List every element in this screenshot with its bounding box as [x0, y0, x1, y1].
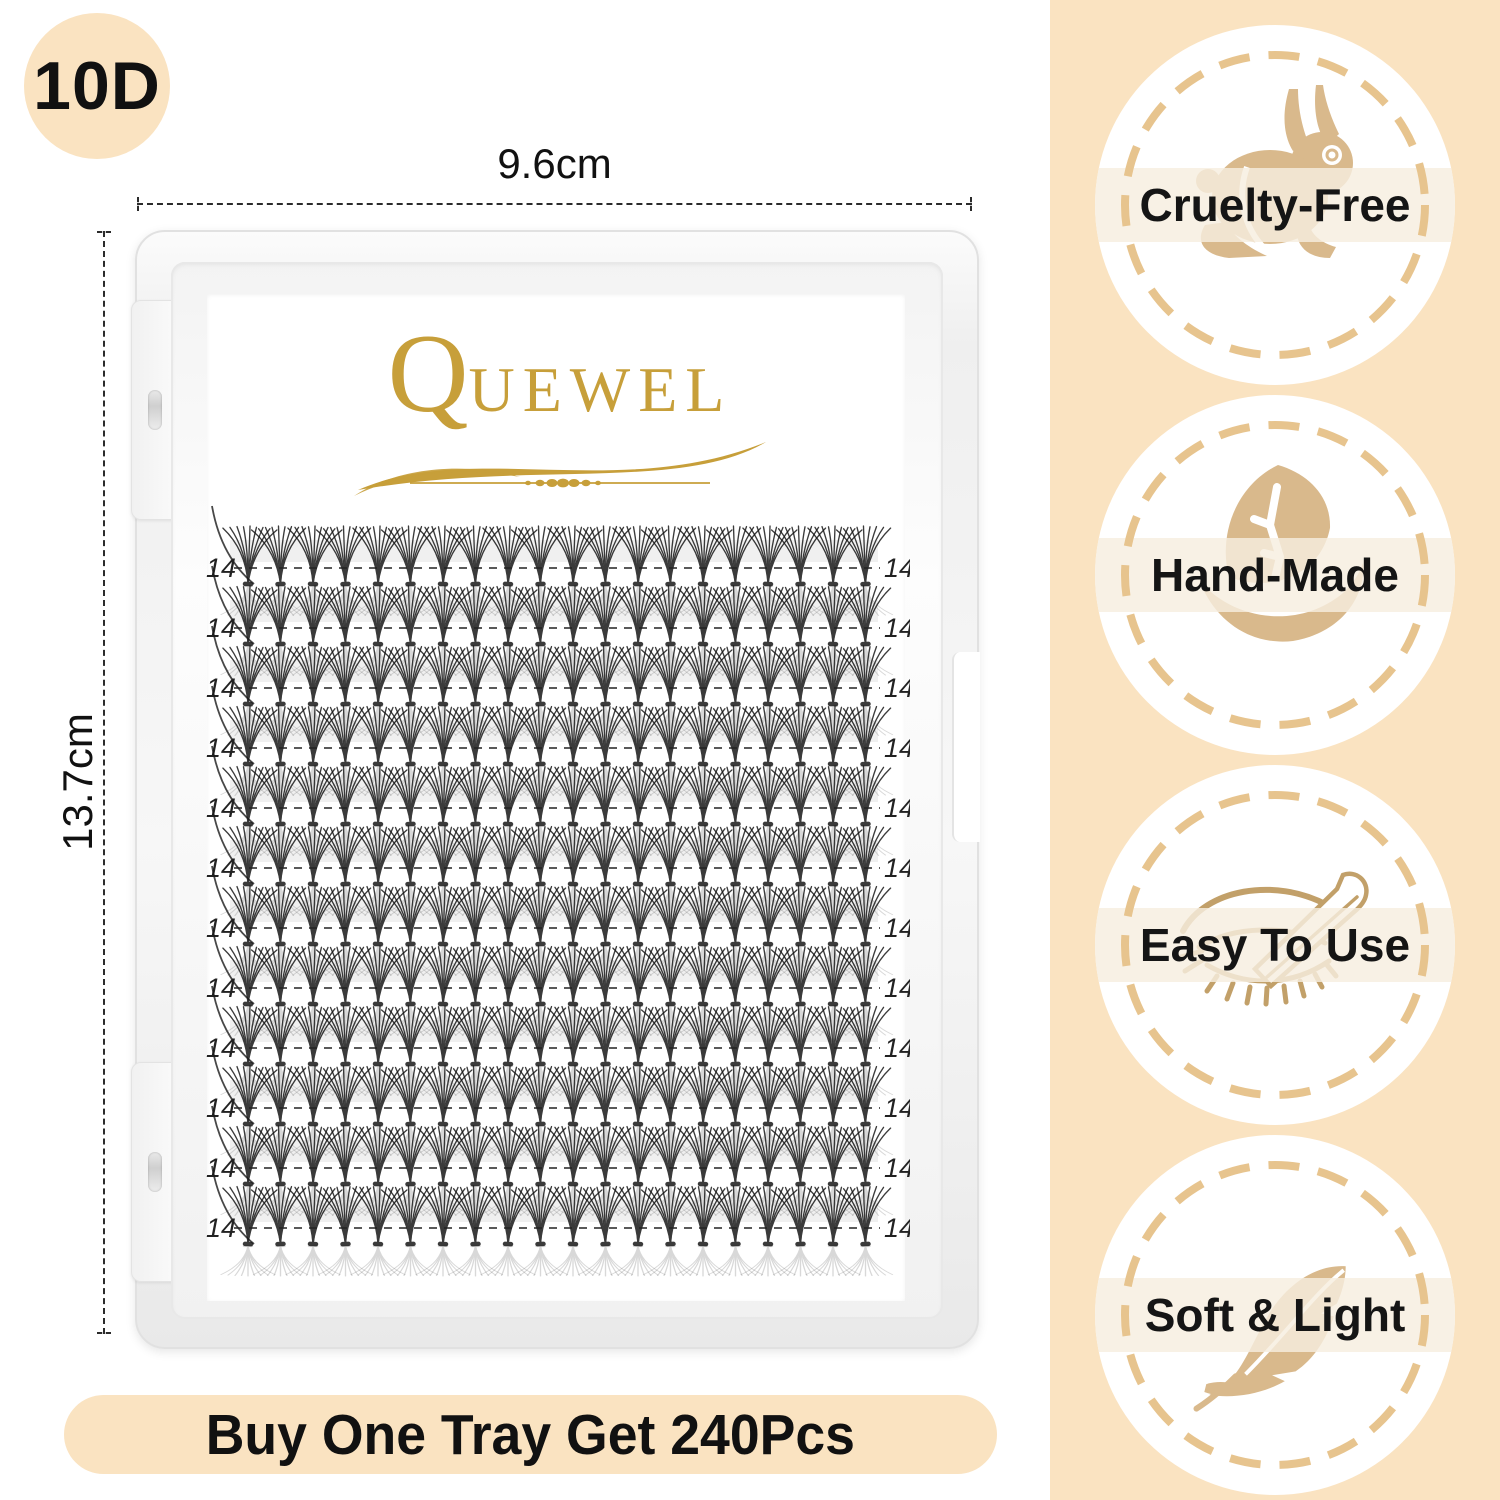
brand-initial: Q	[387, 312, 469, 436]
feature-label: Soft & Light	[1144, 1289, 1406, 1341]
promo-banner: Buy One Tray Get 240Pcs	[64, 1395, 997, 1474]
dashed-ring-icon	[1121, 1161, 1429, 1469]
feature-label: Easy To Use	[1139, 919, 1411, 971]
feature-circle: Soft & Light	[1095, 1135, 1455, 1495]
width-dimension-label: 9.6cm	[497, 140, 612, 187]
row-length-label-left: 14	[206, 553, 236, 583]
cluster-count-label: 10D	[33, 48, 161, 124]
row-length-label-left: 14	[206, 733, 236, 763]
hinge-pin-icon	[148, 1152, 162, 1192]
lash-tray	[131, 230, 980, 1349]
feature-label-band	[1095, 538, 1455, 612]
row-length-label-left: 14	[206, 973, 236, 1003]
row-length-label-right: 14	[884, 853, 910, 883]
dashed-ring-icon	[1121, 791, 1429, 1099]
row-length-label-right: 14	[884, 553, 910, 583]
height-dimension-line	[97, 231, 111, 1334]
row-length-label-right: 14	[884, 1153, 910, 1183]
row-length-label-left: 14	[206, 853, 236, 883]
row-length-label-right: 14	[884, 973, 910, 1003]
row-length-label-left: 14	[206, 913, 236, 943]
feature-badges-panel: Cruelty-Free Hand-Made Easy To Use	[1050, 0, 1500, 1500]
tray-thumb-notch	[952, 652, 980, 842]
row-length-label-right: 14	[884, 733, 910, 763]
row-length-label-right: 14	[884, 913, 910, 943]
feature-label-band	[1095, 1278, 1455, 1352]
row-length-label-right: 14	[884, 793, 910, 823]
row-length-label-left: 14	[206, 1213, 236, 1243]
dashed-ring-icon	[1121, 51, 1429, 359]
brand-rest: UEWEL	[468, 354, 733, 425]
height-dimension-label: 13.7cm	[54, 713, 101, 851]
feature-badge-hand-made: Hand-Made	[1095, 395, 1455, 755]
lash-clusters-grid: 14 14 14 14 14 14 14 14 14 14 14 14 14 14 14 14 14 14 14 14…	[206, 505, 910, 1295]
brand-name: QUEWEL	[350, 318, 770, 430]
feature-label: Hand-Made	[1151, 549, 1399, 601]
cluster-count-badge: 10D	[24, 13, 170, 159]
feature-badge-cruelty-free: Cruelty-Free	[1095, 25, 1455, 385]
width-dimension-line	[137, 197, 972, 211]
row-length-label-right: 14	[884, 1213, 910, 1243]
quewel-logo: QUEWEL	[350, 318, 770, 496]
row-length-label-right: 14	[884, 673, 910, 703]
feature-circle: Easy To Use	[1095, 765, 1455, 1125]
row-length-label-right: 14	[884, 1033, 910, 1063]
row-length-label-right: 14	[884, 1093, 910, 1123]
feature-label-band	[1095, 908, 1455, 982]
feature-badge-soft-light: Soft & Light	[1095, 1135, 1455, 1495]
row-length-label-left: 14	[206, 1153, 236, 1183]
row-length-label-right: 14	[884, 613, 910, 643]
row-length-label-left: 14	[206, 1093, 236, 1123]
row-length-label-left: 14	[206, 613, 236, 643]
row-length-label-left: 14	[206, 1033, 236, 1063]
dashed-ring-icon	[1121, 421, 1429, 729]
feature-label-band	[1095, 168, 1455, 242]
feature-label: Cruelty-Free	[1139, 179, 1411, 231]
hinge-pin-icon	[148, 390, 162, 430]
logo-divider-icon	[410, 478, 710, 488]
row-length-label-left: 14	[206, 673, 236, 703]
feature-circle: Hand-Made	[1095, 395, 1455, 755]
feature-badge-easy-to-use: Easy To Use	[1095, 765, 1455, 1125]
feature-circle: Cruelty-Free	[1095, 25, 1455, 385]
promo-text: Buy One Tray Get 240Pcs	[205, 1402, 856, 1467]
logo-swoosh-icon	[354, 442, 766, 496]
row-length-label-left: 14	[206, 793, 236, 823]
